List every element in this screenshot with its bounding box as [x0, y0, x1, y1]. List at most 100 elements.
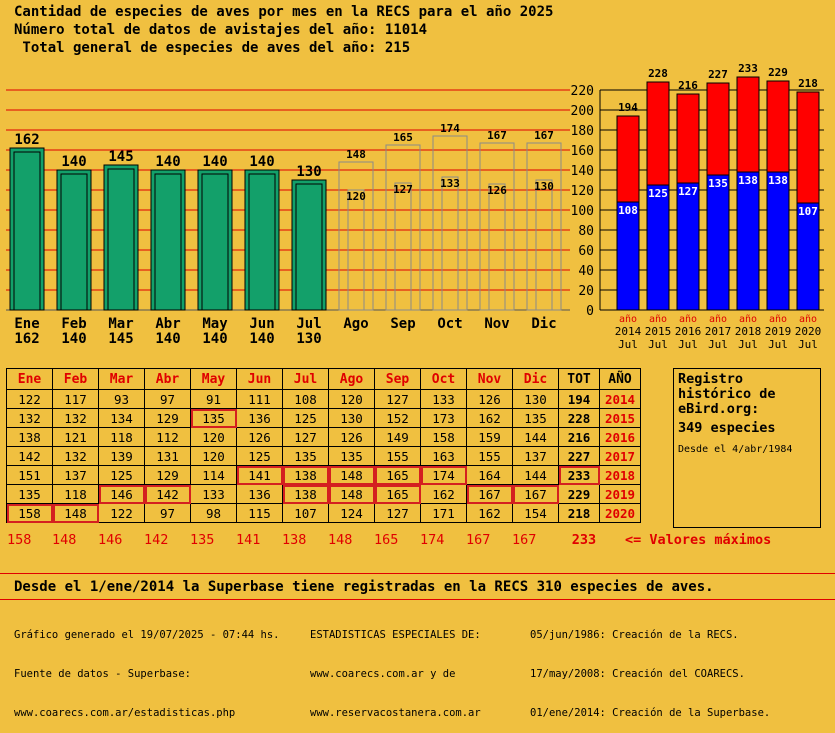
table-cell: 122 [6, 389, 53, 409]
right-ytick-160: 160 [571, 144, 594, 159]
hist-bar-jul-2017 [706, 174, 730, 311]
month-label-Oct: Oct [437, 316, 462, 332]
table-row: 151 137 125 129 114 141 138 148 165 174 164 144 233 2… [6, 465, 641, 485]
table-cell: 108 [282, 389, 329, 409]
table-header-Jun: Jun [236, 368, 283, 390]
table-cell: 91 [190, 389, 237, 409]
hist-month-label-2017: Jul [708, 338, 728, 351]
table-cell: 120 [190, 446, 237, 466]
table-cell-total: 228 [558, 408, 600, 428]
bar-max-Dic [526, 142, 562, 311]
right-ytick-0: 0 [586, 304, 594, 319]
footer-generated: Gráfico generado el 19/07/2025 - 07:44 h… [14, 629, 280, 641]
table-cell: 133 [190, 484, 237, 504]
bar-prev-value-Dic: 130 [534, 180, 554, 193]
table-cell: 122 [98, 503, 145, 523]
hist-ano-label-2014: año [619, 314, 637, 325]
table-cell-year: 2014 [599, 389, 641, 409]
total-species-line: Total general de especies de aves del añ… [14, 40, 411, 56]
hist-year-label-2020: 2020 [795, 325, 822, 338]
month-label-Sep: Sep [390, 316, 415, 332]
footer-divider-bottom [0, 599, 835, 600]
month-label-Jul: Jul [296, 316, 321, 332]
bar-inner-Mar [107, 168, 135, 311]
hist-ano-label-2016: año [679, 314, 697, 325]
table-cell-total: 227 [558, 446, 600, 466]
table-cell: 148 [52, 503, 99, 523]
hist-jul-value-2017: 135 [708, 177, 728, 190]
table-cell: 125 [98, 465, 145, 485]
footer-source-url[interactable]: www.coarecs.com.ar/estadisticas.php [14, 707, 236, 719]
hist-jul-value-2014: 108 [618, 204, 638, 217]
max-value-5: 141 [236, 532, 261, 548]
table-header-Feb: Feb [52, 368, 99, 390]
bar-inner-Ene [13, 151, 41, 311]
hist-bar-jul-2015 [646, 184, 670, 311]
right-ytick-180: 180 [571, 124, 594, 139]
table-cell: 117 [52, 389, 99, 409]
hist-bar-jul-2020 [796, 202, 820, 311]
table-header-Dic: Dic [512, 368, 559, 390]
table-cell: 151 [6, 465, 53, 485]
table-cell: 118 [52, 484, 99, 504]
table-cell: 135 [282, 446, 329, 466]
right-ytick-220: 220 [571, 84, 594, 99]
bar-value-May: 140 [202, 154, 227, 170]
table-header-AÑO: AÑO [599, 368, 641, 390]
table-cell: 126 [236, 427, 283, 447]
bar-value-Abr: 140 [155, 154, 180, 170]
table-cell-year: 2019 [599, 484, 641, 504]
bar-Mar [103, 164, 139, 311]
table-cell: 132 [6, 408, 53, 428]
bar-Jun [244, 169, 280, 311]
bar-max-value-Sep: 165 [393, 131, 413, 144]
table-header-Mar: Mar [98, 368, 145, 390]
hist-jul-value-2018: 138 [738, 174, 758, 187]
ebird-line2: histórico de [678, 386, 776, 402]
table-cell: 158 [420, 427, 467, 447]
table-cell: 127 [374, 389, 421, 409]
footer-site1[interactable]: www.coarecs.com.ar y de [310, 668, 456, 680]
table-cell: 139 [98, 446, 145, 466]
hist-month-label-2019: Jul [768, 338, 788, 351]
table-cell: 165 [374, 465, 421, 485]
table-cell-year: 2020 [599, 503, 641, 523]
hist-year-label-2014: 2014 [615, 325, 642, 338]
max-values-label: <= Valores máximos [625, 532, 772, 548]
right-ytick-60: 60 [578, 244, 594, 259]
footer-site2[interactable]: www.reservacostanera.com.ar [310, 707, 481, 719]
footer-date1: 05/jun/1986: Creación de la RECS. [530, 629, 739, 641]
hist-month-label-2014: Jul [618, 338, 638, 351]
ebird-line3: eBird.org: [678, 401, 760, 417]
hist-total-value-2018: 233 [738, 62, 758, 75]
table-cell: 112 [144, 427, 191, 447]
bar-max-value-Nov: 167 [487, 129, 507, 142]
right-ytick-140: 140 [571, 164, 594, 179]
table-cell: 132 [52, 408, 99, 428]
table-row: 132 132 134 129 135 136 125 130 152 173 162 135 228 2… [6, 408, 641, 428]
bar-inner-Abr [154, 173, 182, 311]
table-cell: 125 [236, 446, 283, 466]
table-cell: 135 [6, 484, 53, 504]
table-cell: 138 [282, 465, 329, 485]
table-cell: 148 [328, 484, 375, 504]
hist-ano-label-2018: año [739, 314, 757, 325]
hist-bar-jul-2019 [766, 171, 790, 311]
table-cell: 127 [374, 503, 421, 523]
bar-max-value-Dic: 167 [534, 129, 554, 142]
history-table: Ene Feb Mar Abr May Jun Jul Ago Sep Oct Nov Dic TOT A… [6, 368, 641, 523]
max-value-4: 135 [190, 532, 215, 548]
table-cell: 121 [52, 427, 99, 447]
table-cell-year: 2016 [599, 427, 641, 447]
bar-Abr [150, 169, 186, 311]
table-cell: 135 [328, 446, 375, 466]
chart-title: Cantidad de especies de aves por mes en … [14, 4, 554, 20]
bar-prev-Oct [441, 176, 459, 311]
hist-year-label-2019: 2019 [765, 325, 792, 338]
hist-month-label-2018: Jul [738, 338, 758, 351]
table-cell: 136 [236, 408, 283, 428]
bar-prev-value-Ago: 120 [346, 190, 366, 203]
hist-total-value-2019: 229 [768, 66, 788, 79]
table-row: 158 148 122 97 98 115 107 124 127 171 162 154 218 202… [6, 503, 641, 523]
table-cell: 126 [328, 427, 375, 447]
